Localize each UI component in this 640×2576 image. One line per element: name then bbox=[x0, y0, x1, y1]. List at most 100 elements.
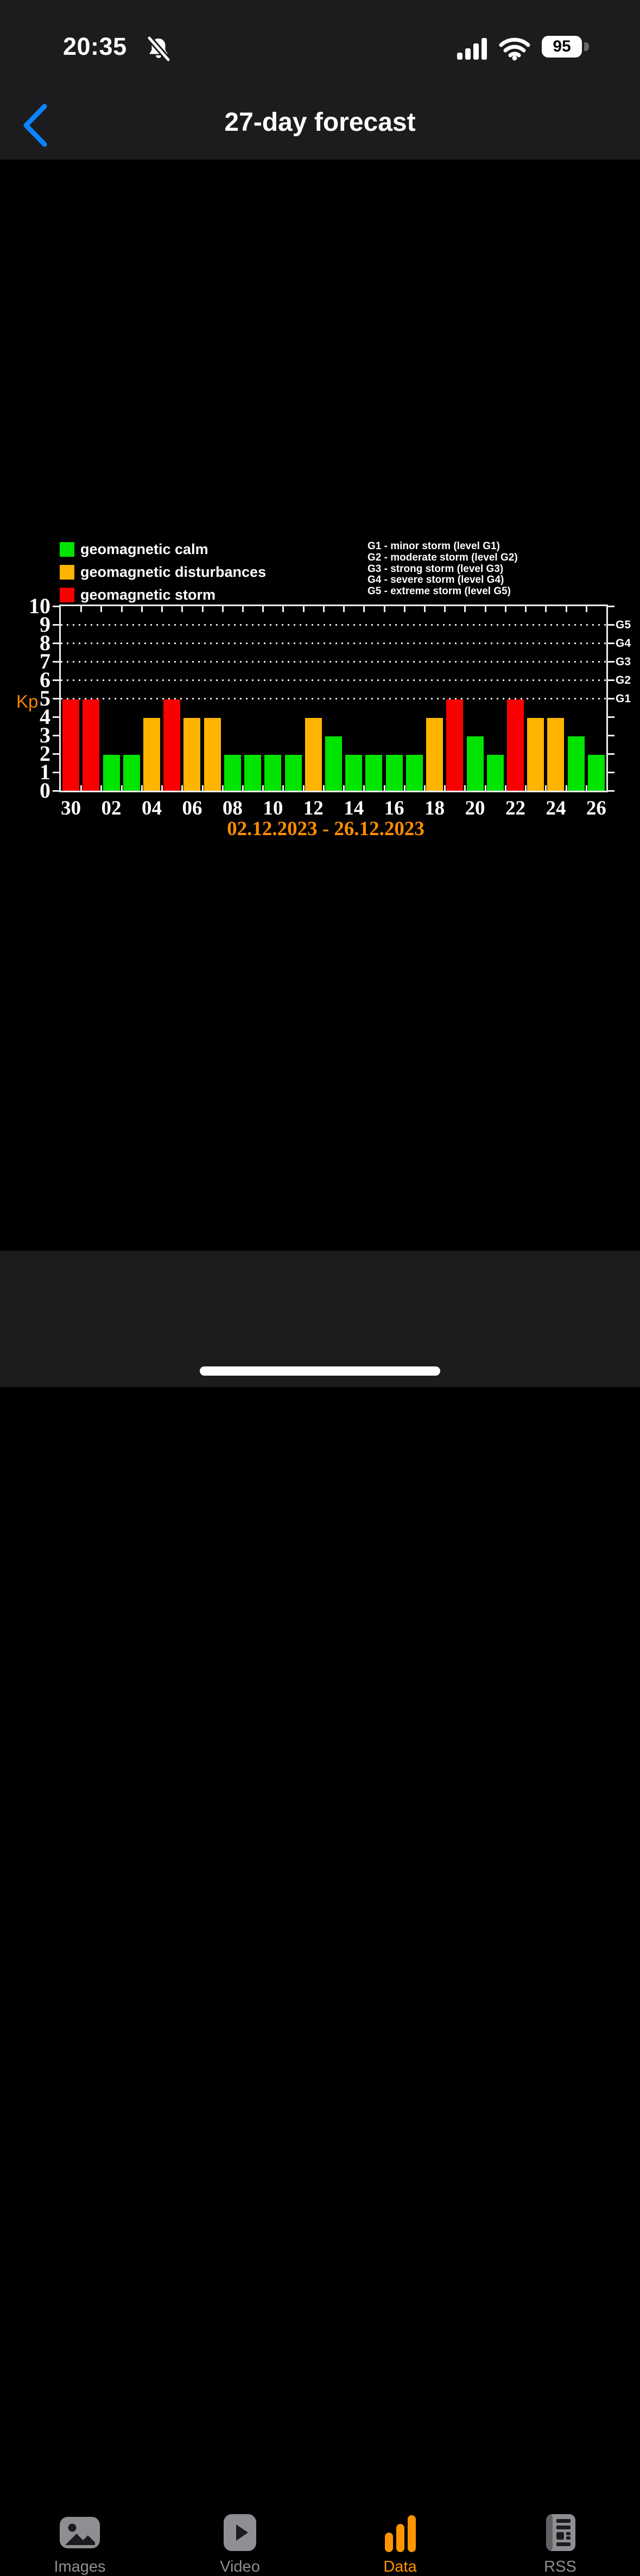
legend-item-calm: geomagnetic calm bbox=[60, 541, 208, 557]
y-tick-label: 8 bbox=[40, 631, 50, 655]
kp-bar bbox=[284, 755, 302, 791]
x-tick-label: 24 bbox=[546, 797, 566, 819]
kp-bar bbox=[345, 755, 363, 791]
y-tick bbox=[608, 735, 614, 736]
storm-scale-line: G2 - moderate storm (level G2) bbox=[367, 552, 518, 563]
x-tick-label: 22 bbox=[505, 797, 525, 819]
kp-bar bbox=[486, 755, 504, 791]
tab-video[interactable]: Video bbox=[160, 2511, 320, 2576]
tab-label: Images bbox=[54, 2558, 106, 2575]
x-tick bbox=[262, 606, 264, 612]
x-tick bbox=[384, 785, 385, 791]
rss-icon bbox=[546, 2514, 575, 2551]
x-tick-label: 02 bbox=[101, 797, 122, 819]
x-tick bbox=[525, 606, 527, 612]
home-indicator[interactable] bbox=[200, 1366, 440, 1376]
x-tick bbox=[161, 606, 163, 612]
y-tick bbox=[608, 643, 614, 644]
kp-bar bbox=[466, 736, 484, 791]
gridline-kp5 bbox=[61, 698, 606, 699]
y-tick bbox=[608, 790, 614, 792]
x-tick bbox=[505, 785, 506, 791]
battery-indicator: 95 bbox=[542, 36, 582, 58]
tab-images[interactable]: Images bbox=[0, 2511, 160, 2576]
x-tick bbox=[404, 606, 405, 612]
y-tick bbox=[53, 698, 59, 699]
tab-label: RSS bbox=[544, 2558, 576, 2575]
kp-bar bbox=[385, 755, 403, 791]
y-tick-label: 7 bbox=[40, 649, 50, 673]
x-tick bbox=[282, 606, 284, 612]
x-tick-label: 18 bbox=[424, 797, 445, 819]
x-tick-label: 06 bbox=[182, 797, 202, 819]
right-axis-label-g1: G1 bbox=[616, 692, 631, 705]
x-tick bbox=[242, 606, 244, 612]
x-tick bbox=[121, 606, 123, 612]
y-tick-label: 0 bbox=[40, 778, 50, 803]
y-axis-title: Kp bbox=[16, 691, 39, 711]
forecast-chart[interactable]: geomagnetic calm geomagnetic disturbance… bbox=[0, 160, 640, 1251]
data-icon bbox=[385, 2515, 416, 2552]
x-tick-label: 08 bbox=[222, 797, 243, 819]
x-tick bbox=[202, 606, 204, 612]
kp-bar bbox=[507, 699, 524, 791]
x-tick bbox=[444, 785, 446, 791]
legend-label: geomagnetic storm bbox=[80, 587, 216, 603]
y-tick-label: 10 bbox=[29, 594, 50, 618]
storm-scale-line: G3 - strong storm (level G3) bbox=[367, 563, 504, 575]
y-tick-label: 6 bbox=[40, 667, 50, 692]
notifications-muted-icon bbox=[147, 36, 171, 62]
legend-item-storm: geomagnetic storm bbox=[60, 587, 216, 603]
y-tick-label: 1 bbox=[40, 760, 50, 784]
x-tick bbox=[323, 606, 325, 612]
x-tick bbox=[121, 785, 123, 791]
x-tick bbox=[404, 785, 405, 791]
kp-bar bbox=[62, 699, 80, 791]
kp-bar bbox=[204, 718, 221, 791]
y-tick-label: 5 bbox=[40, 686, 50, 710]
kp-bar bbox=[103, 755, 120, 791]
x-tick bbox=[505, 606, 506, 612]
tab-label: Video bbox=[220, 2558, 260, 2575]
tab-data[interactable]: Data bbox=[320, 2511, 480, 2576]
kp-bar bbox=[183, 718, 201, 791]
x-tick-label: 16 bbox=[384, 797, 404, 819]
right-axis-label-g5: G5 bbox=[616, 619, 631, 631]
tab-rss[interactable]: RSS bbox=[480, 2511, 640, 2576]
x-tick-label: 14 bbox=[344, 797, 364, 819]
y-tick-label: 3 bbox=[40, 723, 50, 747]
x-tick bbox=[323, 785, 325, 791]
x-tick bbox=[161, 785, 163, 791]
x-tick bbox=[525, 785, 527, 791]
y-tick bbox=[53, 735, 59, 736]
gridline-kp7 bbox=[61, 661, 606, 663]
kp-bar bbox=[446, 699, 464, 791]
video-icon bbox=[224, 2514, 256, 2551]
x-tick bbox=[444, 606, 446, 612]
y-tick bbox=[53, 606, 59, 607]
x-tick bbox=[262, 785, 264, 791]
y-tick bbox=[53, 772, 59, 773]
kp-bar bbox=[365, 755, 383, 791]
x-tick bbox=[80, 785, 82, 791]
disturbances-swatch bbox=[60, 565, 74, 580]
x-tick bbox=[202, 785, 204, 791]
kp-bar bbox=[305, 718, 322, 791]
kp-bar bbox=[527, 718, 544, 791]
y-tick bbox=[608, 753, 614, 755]
right-axis-label-g2: G2 bbox=[616, 674, 631, 686]
x-tick bbox=[343, 785, 345, 791]
x-tick-label: 20 bbox=[465, 797, 485, 819]
back-button[interactable] bbox=[16, 101, 60, 150]
y-tick bbox=[608, 624, 614, 626]
kp-bar bbox=[405, 755, 423, 791]
battery-cap bbox=[584, 42, 589, 51]
x-tick bbox=[181, 785, 183, 791]
y-tick bbox=[53, 643, 59, 644]
x-tick bbox=[586, 606, 587, 612]
storm-scale-line: G1 - minor storm (level G1) bbox=[367, 540, 500, 552]
legend-label: geomagnetic calm bbox=[80, 541, 208, 557]
x-tick-label: 12 bbox=[303, 797, 324, 819]
y-tick-label: 2 bbox=[40, 741, 50, 766]
kp-bar bbox=[547, 718, 565, 791]
